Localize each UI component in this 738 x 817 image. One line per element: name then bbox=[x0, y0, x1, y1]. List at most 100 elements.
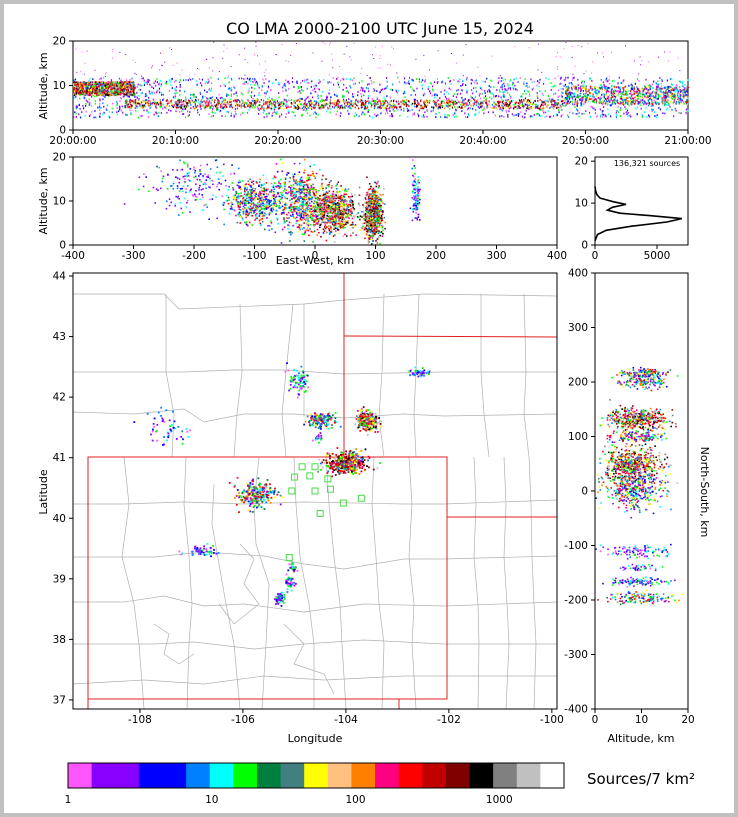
source-point-4241 bbox=[651, 91, 653, 94]
source-point-3948 bbox=[400, 103, 402, 106]
source-point-3911 bbox=[321, 100, 323, 103]
source-point-4517 bbox=[601, 97, 603, 100]
source-point-920 bbox=[230, 77, 233, 80]
source-point-642 bbox=[98, 109, 101, 112]
source-point-2727 bbox=[126, 85, 129, 88]
source-point-2842 bbox=[115, 83, 117, 86]
source-point-643 bbox=[354, 82, 356, 85]
source-point-3904 bbox=[345, 99, 347, 102]
source-point-3642 bbox=[251, 99, 253, 102]
source-point-4083 bbox=[636, 86, 638, 89]
source-point-533 bbox=[685, 91, 687, 94]
source-point-4378 bbox=[677, 98, 679, 101]
source-point-2781 bbox=[124, 82, 126, 85]
source-point-2089 bbox=[120, 90, 122, 92]
source-point-4284 bbox=[663, 100, 665, 103]
source-point-4636 bbox=[670, 89, 672, 92]
source-point-4541 bbox=[595, 89, 598, 91]
source-point-3713 bbox=[362, 100, 364, 102]
source-point-2687 bbox=[118, 88, 120, 90]
source-point-2604 bbox=[118, 93, 120, 96]
source-point-4499 bbox=[687, 99, 689, 102]
source-point-3952 bbox=[416, 99, 418, 102]
source-point-1771 bbox=[249, 106, 251, 109]
source-point-1285 bbox=[373, 81, 375, 84]
source-point-4253 bbox=[566, 93, 568, 96]
source-point-1372 bbox=[266, 90, 268, 93]
source-point-1011 bbox=[539, 115, 541, 117]
source-point-1387 bbox=[360, 86, 362, 89]
source-point-2876 bbox=[127, 93, 129, 96]
source-point-1416 bbox=[659, 77, 661, 79]
source-point-952 bbox=[172, 96, 175, 99]
source-point-1730 bbox=[301, 98, 303, 100]
source-point-21 bbox=[246, 211, 249, 214]
source-point-4294 bbox=[605, 87, 607, 89]
source-point-2795 bbox=[125, 81, 127, 84]
source-point-685 bbox=[512, 86, 514, 89]
source-point-1683 bbox=[591, 106, 593, 108]
source-point-3756 bbox=[547, 100, 549, 103]
source-point-183 bbox=[628, 90, 630, 92]
source-point-245 bbox=[649, 95, 651, 97]
source-point-299 bbox=[227, 76, 229, 79]
source-point-3086 bbox=[240, 106, 242, 109]
source-point-2489 bbox=[107, 81, 109, 83]
source-point-1385 bbox=[507, 114, 509, 116]
source-point-879 bbox=[507, 115, 509, 118]
source-point-3762 bbox=[356, 100, 359, 103]
source-point-1754 bbox=[467, 107, 470, 110]
source-point-4518 bbox=[633, 100, 635, 103]
source-point-3966 bbox=[124, 101, 127, 104]
source-point-726 bbox=[119, 108, 121, 111]
source-point-4813 bbox=[491, 55, 493, 57]
source-point-2422 bbox=[89, 90, 91, 93]
source-point-1446 bbox=[512, 99, 514, 102]
source-point-1521 bbox=[655, 101, 657, 104]
source-point-2696 bbox=[129, 88, 131, 90]
source-point-3808 bbox=[440, 101, 442, 103]
source-point-908 bbox=[661, 79, 663, 81]
source-point-4550 bbox=[656, 97, 658, 100]
source-point-2769 bbox=[92, 91, 94, 94]
source-point-629 bbox=[384, 112, 387, 115]
source-point-3492 bbox=[461, 105, 463, 108]
source-point-874 bbox=[326, 95, 328, 98]
source-point-2838 bbox=[80, 83, 82, 86]
source-point-1337 bbox=[403, 109, 405, 112]
source-point-3037 bbox=[252, 104, 254, 107]
source-point-4559 bbox=[590, 98, 592, 100]
source-point-4666 bbox=[571, 91, 573, 94]
source-point-3758 bbox=[236, 103, 238, 105]
source-point-390 bbox=[271, 114, 273, 117]
source-point-917 bbox=[681, 82, 684, 85]
source-point-4237 bbox=[623, 89, 625, 92]
source-point-4778 bbox=[290, 54, 292, 56]
source-point-696 bbox=[312, 89, 314, 92]
source-point-229 bbox=[514, 84, 516, 87]
source-point-4290 bbox=[620, 86, 622, 89]
source-point-4564 bbox=[637, 95, 639, 97]
source-point-1142 bbox=[567, 76, 569, 79]
source-point-335 bbox=[392, 83, 394, 86]
source-point-4332 bbox=[683, 102, 685, 105]
source-point-3864 bbox=[386, 101, 389, 104]
source-point-3396 bbox=[205, 106, 207, 109]
source-point-4286 bbox=[672, 89, 674, 92]
source-point-1097 bbox=[639, 95, 641, 98]
source-point-3128 bbox=[509, 101, 512, 104]
source-point-2972 bbox=[266, 101, 268, 103]
source-point-2716 bbox=[122, 84, 124, 87]
source-point-984 bbox=[258, 109, 260, 112]
source-point-788 bbox=[126, 94, 128, 97]
source-point-2936 bbox=[180, 107, 182, 110]
source-point-3580 bbox=[267, 101, 269, 103]
source-point-56 bbox=[207, 97, 209, 100]
source-point-4010 bbox=[637, 93, 639, 96]
source-point-1780 bbox=[100, 106, 102, 109]
source-point-4739 bbox=[176, 62, 178, 64]
source-point-168 bbox=[116, 111, 118, 113]
source-point-1000 bbox=[361, 106, 363, 108]
source-point-3727 bbox=[215, 103, 217, 106]
figure-frame: CO LMA 2000-2100 UTC June 15, 2024 20:00… bbox=[4, 4, 734, 813]
